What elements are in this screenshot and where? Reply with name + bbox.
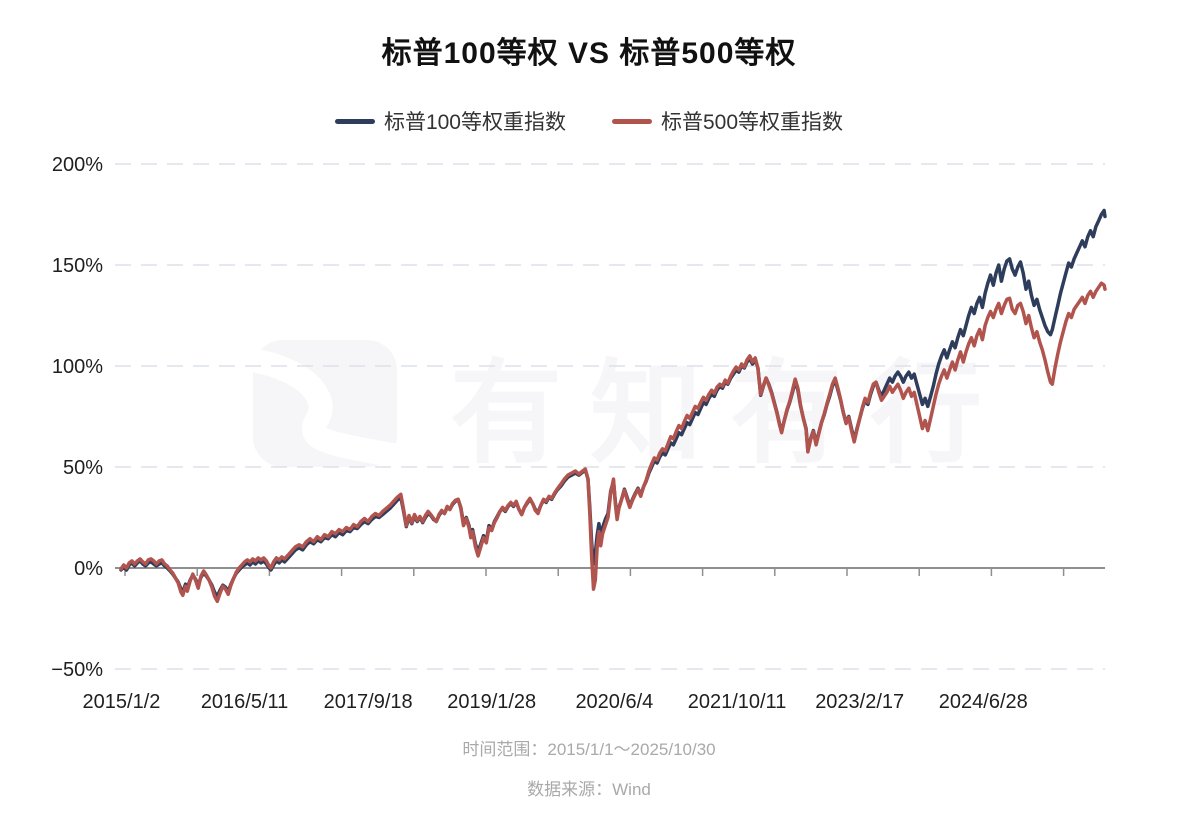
x-tick-label-6: 2023/2/17: [815, 691, 904, 713]
y-tick-label-150: 150%: [52, 255, 103, 277]
sp100ew-line-swatch: [334, 118, 375, 124]
watermark-logo-ribbon: [240, 348, 410, 468]
x-tick-label-1: 2016/5/11: [201, 691, 289, 713]
x-tick-label-7: 2024/6/28: [939, 691, 1028, 713]
legend-entry-sp100ew: 标普100等权重指数: [334, 106, 566, 136]
x-tick-label-4: 2020/6/4: [575, 691, 653, 713]
y-tick-label-200: 200%: [52, 154, 103, 176]
y-tick-label-0: 0%: [74, 558, 103, 580]
y-tick-label--50: −50%: [51, 659, 103, 681]
legend-entry-sp500ew: 标普500等权重指数: [612, 106, 843, 136]
sp100ew-legend-label: 标普100等权重指数: [383, 111, 566, 134]
time-range-note: 时间范围：2015/1/1～2025/10/30: [462, 740, 716, 759]
sp500ew-line-swatch: [612, 118, 652, 124]
sp500ew-legend-label: 标普500等权重指数: [661, 111, 844, 134]
x-tick-label-3: 2019/1/28: [447, 691, 536, 713]
y-tick-label-100: 100%: [52, 356, 103, 378]
watermark-text: 有知有行: [450, 351, 1010, 476]
legend: 标普100等权重指数 标普500等权重指数: [0, 106, 1178, 136]
y-tick-label-50: 50%: [63, 457, 103, 479]
line-chart-plot: 有知有行 200% 150% 100% 50% 0% −50% 2015/1/2 2016/5/…: [51, 154, 1107, 713]
x-tick-label-5: 2021/10/11: [688, 691, 787, 713]
x-tick-label-2: 2017/9/18: [324, 691, 413, 713]
data-source-note: 数据来源：Wind: [527, 780, 651, 799]
series-line-标普500等权重指数: [119, 281, 1107, 604]
chart-title: 标普100等权 VS 标普500等权: [381, 37, 797, 70]
x-tick-label-0: 2015/1/2: [83, 691, 161, 713]
